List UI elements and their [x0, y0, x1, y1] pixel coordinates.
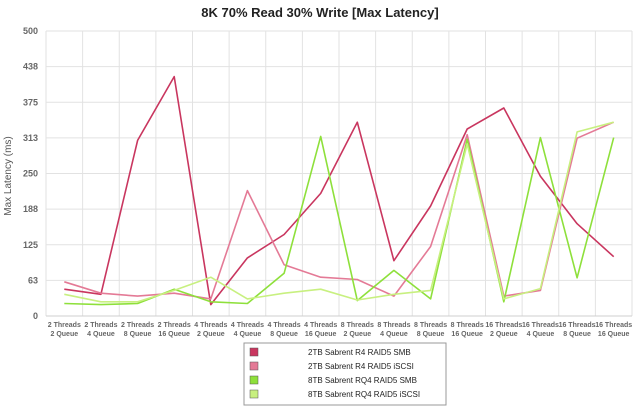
- legend-swatch: [249, 347, 259, 357]
- x-tick-label: 4 Threads 2 Queue: [194, 322, 227, 338]
- y-tick-label: 63: [28, 275, 38, 285]
- y-tick-label: 188: [23, 204, 38, 214]
- series-line-1: [64, 75, 615, 306]
- y-tick-label: 313: [23, 133, 38, 143]
- y-axis-label: Max Latency (ms): [3, 136, 14, 215]
- y-tick-label: 0: [33, 311, 38, 321]
- legend-swatch: [249, 389, 259, 399]
- legend-label: 2TB Sabrent R4 RAID5 iSCSI: [308, 362, 414, 371]
- x-tick-label: 16 Threads 2 Queue: [485, 322, 522, 338]
- y-tick-label: 438: [23, 62, 38, 72]
- y-tick-label: 250: [23, 169, 38, 179]
- x-tick-label: 16 Threads 8 Queue: [559, 322, 596, 338]
- legend-swatch: [249, 375, 259, 385]
- x-tick-label: 4 Threads 4 Queue: [231, 322, 264, 338]
- chart-title: 8K 70% Read 30% Write [Max Latency]: [201, 5, 438, 20]
- x-tick-label: 16 Threads 4 Queue: [522, 322, 559, 338]
- x-tick-label: 2 Threads 2 Queue: [48, 322, 81, 338]
- x-tick-label: 2 Threads 8 Queue: [121, 322, 154, 338]
- legend: 2TB Sabrent R4 RAID5 SMB 2TB Sabrent R4 R…: [243, 342, 447, 406]
- legend-label: 8TB Sabrent RQ4 RAID5 iSCSI: [308, 390, 420, 399]
- x-tick-label: 8 Threads 16 Queue: [451, 322, 484, 338]
- series-lines: [64, 75, 615, 306]
- legend-label: 2TB Sabrent R4 RAID5 SMB: [308, 348, 411, 357]
- y-tick-label: 500: [23, 26, 38, 36]
- legend-box: [243, 342, 447, 406]
- series-line-4: [64, 121, 614, 303]
- x-tick-label: 4 Threads 8 Queue: [268, 322, 301, 338]
- x-tick-label: 2 Threads 4 Queue: [84, 322, 117, 338]
- y-axis-ticks: 0 63 125 188 250 313 375 438 500: [23, 26, 38, 321]
- legend-label: 8TB Sabrent RQ4 RAID5 SMB: [308, 376, 417, 385]
- x-tick-label: 4 Threads 16 Queue: [304, 322, 337, 338]
- legend-swatch: [249, 361, 259, 371]
- y-tick-label: 125: [23, 240, 38, 250]
- x-tick-label: 2 Threads 16 Queue: [158, 322, 191, 338]
- x-tick-label: 8 Threads 4 Queue: [377, 322, 410, 338]
- x-tick-label: 8 Threads 8 Queue: [414, 322, 447, 338]
- x-tick-label: 16 Threads 16 Queue: [595, 322, 632, 338]
- y-tick-label: 375: [23, 97, 38, 107]
- x-tick-label: 8 Threads 2 Queue: [341, 322, 374, 338]
- grid: [45, 30, 633, 317]
